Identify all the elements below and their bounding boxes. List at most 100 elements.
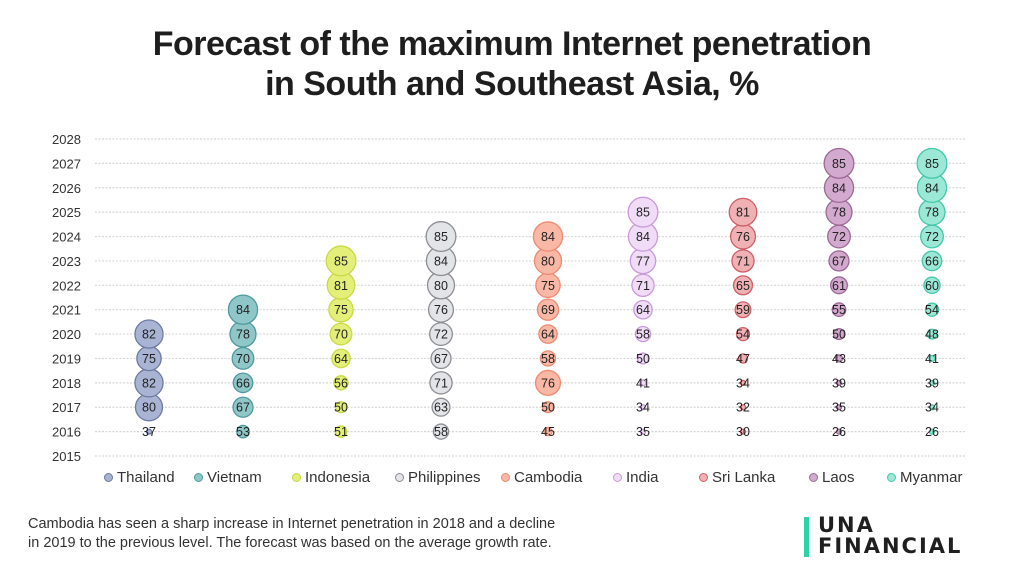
footnote-line-1: Cambodia has seen a sharp increase in In…: [28, 515, 708, 534]
bubble-label: 35: [832, 401, 846, 415]
footnote-line-2: in 2019 to the previous level. The forec…: [28, 534, 708, 553]
legend-item-sri-lanka: Sri Lanka: [699, 469, 775, 486]
bubble-label: 66: [236, 376, 250, 390]
bubble-label: 63: [434, 401, 448, 415]
bubble-label: 43: [832, 352, 846, 366]
bubble-chart: 2015201620172018201920202021202220232024…: [0, 0, 1024, 470]
bubble-label: 60: [925, 279, 939, 293]
bubble-label: 34: [925, 401, 939, 415]
legend-swatch: [501, 473, 510, 482]
bubble-label: 39: [832, 376, 846, 390]
bubble-label: 67: [832, 254, 846, 268]
series-vietnam: 536766707884: [228, 295, 257, 439]
bubble-label: 50: [334, 401, 348, 415]
y-tick-label: 2020: [52, 327, 81, 342]
bubble-label: 84: [636, 230, 650, 244]
legend-label: Laos: [822, 469, 855, 486]
bubble-label: 50: [541, 401, 555, 415]
bubble-label: 80: [541, 254, 555, 268]
bubble-label: 71: [636, 279, 650, 293]
legend-item-philippines: Philippines: [395, 469, 481, 486]
series-laos: 263539435055616772788485: [824, 149, 854, 440]
bubble-label: 72: [434, 328, 448, 342]
logo-line-2: FINANCIAL: [818, 536, 962, 557]
bubble-label: 85: [434, 230, 448, 244]
bubble-label: 67: [236, 401, 250, 415]
legend-item-indonesia: Indonesia: [292, 469, 370, 486]
bubble-label: 75: [142, 352, 156, 366]
legend-label: India: [626, 469, 659, 486]
bubble-label: 32: [736, 401, 750, 415]
bubble-label: 85: [334, 254, 348, 268]
bubble-label: 85: [925, 157, 939, 171]
legend-label: Vietnam: [207, 469, 262, 486]
legend-label: Sri Lanka: [712, 469, 775, 486]
y-tick-label: 2028: [52, 132, 81, 147]
y-axis-ticks: 2015 2016 2017 2018 2019 2020 2021 2022 2023 2024…: [52, 132, 81, 464]
series-india: 35344150586471778485: [628, 197, 658, 439]
y-tick-label: 2024: [52, 230, 81, 245]
bubble-label: 84: [832, 181, 846, 195]
series-philippines: 58 63 71 67 72 76 80 84 85: [426, 222, 456, 439]
bubble-label: 80: [142, 401, 156, 415]
bubble-label: 58: [636, 328, 650, 342]
bubble-label: 75: [541, 279, 555, 293]
bubble-label: 70: [334, 328, 348, 342]
bubble-label: 59: [736, 303, 750, 317]
bubble-label: 72: [832, 230, 846, 244]
bubble-label: 67: [434, 352, 448, 366]
bubble-label: 50: [636, 352, 650, 366]
logo-accent-bar: [804, 517, 809, 557]
legend-swatch: [887, 473, 896, 482]
legend-item-thailand: Thailand: [104, 469, 175, 486]
y-tick-label: 2026: [52, 181, 81, 196]
y-tick-label: 2025: [52, 205, 81, 220]
legend-swatch: [613, 473, 622, 482]
bubble-label: 85: [832, 157, 846, 171]
bubble-label: 85: [636, 206, 650, 220]
y-tick-label: 2015: [52, 449, 81, 464]
bubble-label: 30: [736, 425, 750, 439]
bubble-label: 48: [925, 328, 939, 342]
bubble-label: 64: [636, 303, 650, 317]
bubble-label: 76: [434, 303, 448, 317]
legend-item-myanmar: Myanmar: [887, 469, 963, 486]
bubbles: 3780827582536766707884515056647075818558…: [135, 149, 947, 440]
legend-swatch: [194, 473, 203, 482]
bubble-label: 45: [541, 425, 555, 439]
series-myanmar: 263439414854606672788485: [917, 149, 947, 440]
bubble-label: 82: [142, 376, 156, 390]
bubble-label: 75: [334, 303, 348, 317]
bubble-label: 41: [636, 376, 650, 390]
bubble-label: 56: [334, 376, 348, 390]
bubble-label: 65: [736, 279, 750, 293]
una-financial-logo: UNA FINANCIAL: [804, 515, 994, 561]
bubble-label: 41: [925, 352, 939, 366]
y-tick-label: 2023: [52, 254, 81, 269]
bubble-label: 37: [142, 425, 156, 439]
legend-label: Myanmar: [900, 469, 963, 486]
bubble-label: 47: [736, 352, 750, 366]
bubble-label: 80: [434, 279, 448, 293]
y-tick-label: 2018: [52, 376, 81, 391]
bubble-label: 55: [832, 303, 846, 317]
logo-line-1: UNA: [818, 515, 962, 536]
series-thailand: 37 80 82 75 82: [135, 320, 163, 439]
legend: Thailand Vietnam Indonesia Philippines Cambo…: [0, 469, 1024, 489]
legend-item-cambodia: Cambodia: [501, 469, 582, 486]
bubble-label: 82: [142, 328, 156, 342]
y-tick-label: 2017: [52, 400, 81, 415]
bubble-label: 84: [434, 254, 448, 268]
bubble-label: 84: [925, 181, 939, 195]
legend-label: Cambodia: [514, 469, 582, 486]
bubble-label: 54: [925, 303, 939, 317]
bubble-label: 69: [541, 303, 555, 317]
bubble-label: 53: [236, 425, 250, 439]
bubble-label: 51: [334, 425, 348, 439]
bubble-label: 26: [832, 425, 846, 439]
legend-label: Indonesia: [305, 469, 370, 486]
legend-item-india: India: [613, 469, 659, 486]
series-sri-lanka: 30323447545965717681: [729, 198, 757, 439]
legend-item-laos: Laos: [809, 469, 855, 486]
bubble-label: 76: [541, 376, 555, 390]
